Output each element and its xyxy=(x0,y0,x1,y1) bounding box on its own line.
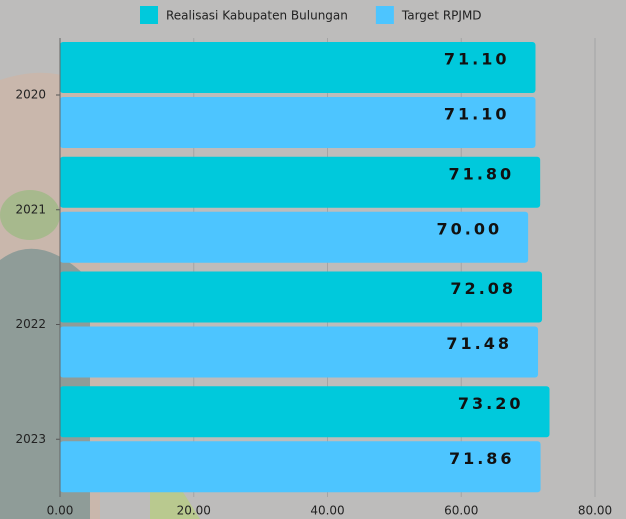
value-label: 71.80 xyxy=(449,164,515,183)
legend-label: Target RPJMD xyxy=(401,9,482,23)
value-label: 72.08 xyxy=(450,279,516,298)
x-tick-label: 40.00 xyxy=(310,504,344,518)
x-tick-label: 60.00 xyxy=(444,504,478,518)
legend-swatch xyxy=(140,6,158,24)
y-tick-label: 2021 xyxy=(15,202,46,216)
y-tick-label: 2023 xyxy=(15,432,46,446)
value-label: 71.48 xyxy=(446,334,512,353)
legend-swatch xyxy=(376,6,394,24)
value-label: 70.00 xyxy=(437,219,503,238)
y-tick-label: 2022 xyxy=(15,317,46,331)
value-label: 73.20 xyxy=(458,394,524,413)
page: {"chart_data": {"type": "hbar", "categor… xyxy=(0,0,626,519)
x-tick-label: 80.00 xyxy=(578,504,612,518)
x-tick-label: 0.00 xyxy=(47,504,74,518)
value-label: 71.10 xyxy=(444,105,510,124)
value-label: 71.10 xyxy=(444,50,510,69)
chart: 0.00 20.00 40.00 60.00 80.00 Realisasi Kabupa… xyxy=(0,0,626,519)
value-label: 71.86 xyxy=(449,449,515,468)
legend-label: Realisasi Kabupaten Bulungan xyxy=(166,9,348,23)
x-tick-label: 20.00 xyxy=(177,504,211,518)
y-tick-label: 2020 xyxy=(15,88,46,102)
